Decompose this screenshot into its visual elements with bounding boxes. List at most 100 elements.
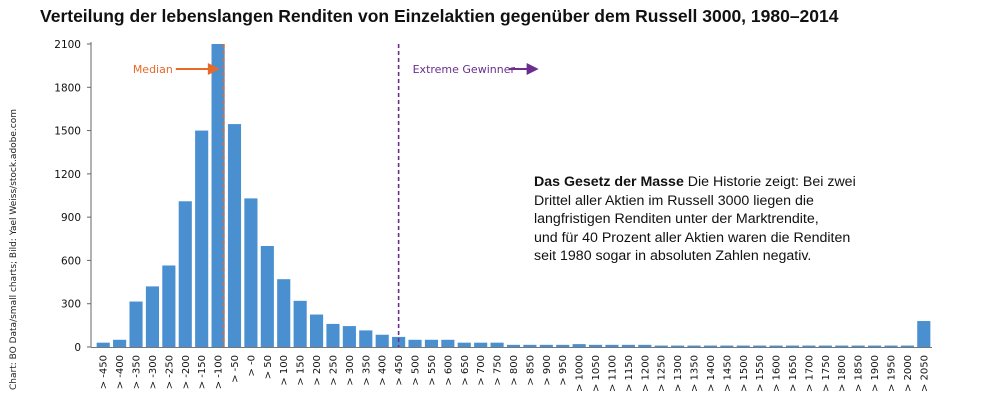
x-tick-label: > 1150 (624, 355, 635, 392)
y-tick-label: 300 (61, 299, 81, 311)
x-tick-label: > 1500 (739, 355, 750, 392)
y-tick-label: 900 (61, 212, 81, 224)
bar (195, 130, 209, 347)
y-tick-label: 2100 (54, 39, 81, 51)
note-line-2: langfristigen Renditen unter der Marktre… (534, 211, 819, 228)
x-tick-label: > 1550 (755, 355, 766, 392)
bar (129, 301, 143, 347)
x-tick-label: > -300 (148, 355, 159, 389)
x-tick-label: > 750 (493, 355, 504, 386)
bar (211, 44, 225, 347)
x-tick-label: > 2050 (919, 355, 930, 392)
bar (884, 345, 898, 347)
bar (490, 342, 504, 347)
x-tick-label: > 100 (279, 355, 290, 386)
bar (802, 345, 816, 347)
x-tick-label: > -100 (214, 355, 225, 389)
x-tick-label: > 650 (460, 355, 471, 386)
bar (900, 345, 914, 347)
bar (605, 344, 619, 347)
bar (162, 265, 176, 347)
annotation-note: Das Gesetz der Masse Die Historie zeigt:… (534, 173, 894, 266)
bar (654, 345, 668, 347)
bar (375, 334, 389, 347)
x-tick-label: > 1400 (706, 355, 717, 392)
x-tick-label: > 50 (263, 355, 274, 379)
bar (851, 345, 865, 347)
bar (523, 344, 537, 347)
bar (556, 344, 570, 347)
y-tick-label: 0 (74, 342, 81, 354)
bar (753, 345, 767, 347)
bar (703, 345, 718, 347)
annotations: Median Extreme Gewinner (133, 44, 539, 347)
bar (359, 330, 373, 347)
bar (785, 345, 800, 347)
x-tick-label: > 1200 (640, 355, 651, 392)
note-line-0: Die Historie zeigt: Bei zwei (683, 174, 856, 190)
bar (441, 339, 455, 347)
y-tick-label: 1800 (54, 82, 81, 94)
bar (457, 342, 471, 347)
bar (818, 345, 832, 347)
x-tick-label: > 600 (443, 355, 454, 386)
x-tick-label: > 200 (312, 355, 323, 386)
median-label: Median (133, 63, 173, 76)
x-tick-label: > 1850 (854, 355, 865, 392)
bar (720, 345, 734, 347)
bar (867, 345, 882, 347)
x-tick-label: > 900 (542, 355, 553, 386)
bar (506, 344, 521, 347)
x-tick-label: > -450 (99, 355, 110, 389)
median-arrow-icon (207, 63, 220, 75)
x-tick-label: > -400 (115, 355, 126, 389)
x-tick-label: > 950 (558, 355, 569, 386)
bar (736, 345, 750, 347)
bar (474, 342, 488, 347)
bar (260, 246, 274, 347)
x-tick-label: > 500 (411, 355, 422, 386)
x-tick-label: > 1450 (722, 355, 733, 392)
x-tick-label: > 1000 (575, 355, 586, 392)
x-tick-label: > 150 (296, 355, 307, 386)
x-tick-label: > -350 (132, 355, 143, 389)
x-tick-label: > 400 (378, 355, 389, 386)
x-tick-label: > 700 (476, 355, 487, 386)
bar (145, 286, 160, 347)
bar (227, 124, 242, 347)
x-tick-label: > 450 (394, 355, 405, 386)
x-tick-label: > 850 (525, 355, 536, 386)
bar (96, 342, 110, 347)
note-line-3: und für 40 Prozent aller Aktien waren di… (534, 229, 851, 246)
bar (408, 339, 422, 347)
bar (113, 339, 127, 347)
note-line-1: Drittel aller Aktien im Russell 3000 lie… (534, 192, 814, 209)
x-tick-label: > 1300 (673, 355, 684, 392)
bar (638, 344, 652, 347)
bar (671, 345, 685, 347)
x-tick-label: > -150 (197, 355, 208, 389)
x-tick-label: > 1600 (772, 355, 783, 392)
x-tick-label: > -250 (164, 355, 175, 389)
bar (539, 344, 553, 347)
x-tick-label: > 1800 (837, 355, 848, 392)
y-tick-label: 600 (61, 255, 81, 267)
y-tick-label: 1500 (54, 126, 81, 138)
bar (326, 323, 340, 347)
x-tick-label: > 350 (361, 355, 372, 386)
x-tick-label: > 550 (427, 355, 438, 386)
bar (178, 201, 192, 347)
x-tick-label: > 800 (509, 355, 520, 386)
bar (342, 326, 356, 347)
bar (293, 300, 307, 347)
y-axis: 0 300 600 900 1200 1500 1800 2100 (54, 39, 92, 354)
note-heading: Das Gesetz der Masse (534, 174, 684, 190)
bar (621, 344, 635, 347)
x-tick-label: > 1050 (591, 355, 602, 392)
x-tick-label: > 1100 (607, 355, 618, 392)
x-tick-label: > 250 (328, 355, 339, 386)
x-tick-label: > 1350 (690, 355, 701, 392)
bar (769, 345, 783, 347)
bar (244, 198, 258, 347)
